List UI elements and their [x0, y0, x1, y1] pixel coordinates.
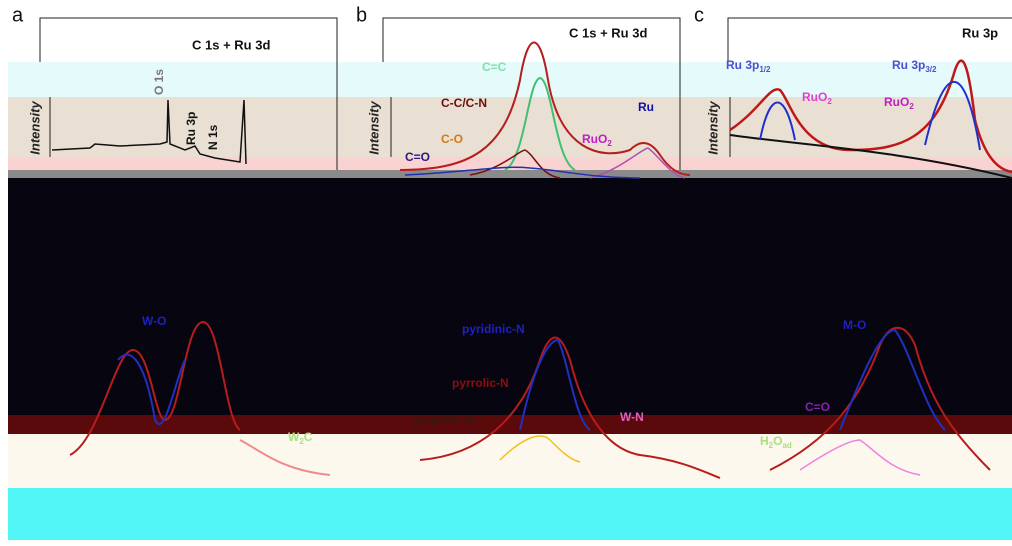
peak-label: C-C/C-N: [441, 96, 487, 110]
peak-label: W-O: [142, 314, 166, 328]
peak-label: Ru 3p3/2: [892, 58, 937, 74]
y-label: Intensity: [705, 101, 720, 155]
frame: [40, 18, 337, 62]
panel-letter: c: [694, 4, 704, 26]
peak-label: C=O: [405, 150, 430, 164]
band: [8, 488, 1012, 540]
peak-label: C-O: [441, 132, 463, 146]
panel-title: C 1s + Ru 3d: [569, 25, 647, 40]
peak-label: C=O: [805, 400, 830, 414]
panel-letter: a: [12, 4, 24, 26]
panel-title: Ru 3p: [962, 25, 998, 40]
band: [8, 97, 1012, 157]
peak-label: pyrrolic-N: [452, 376, 509, 390]
peak-label: Ru 3p1/2: [726, 58, 771, 74]
y-label: Intensity: [27, 101, 42, 155]
figure: a b c C 1s + Ru 3d C 1s + Ru 3d Ru 3p In…: [0, 0, 1012, 546]
peak-label: C=C: [482, 60, 507, 74]
peak-label: N 1s: [206, 124, 220, 150]
peak-label: W-N: [620, 410, 644, 424]
peak-label: Ru 3p: [184, 112, 198, 145]
peak-label: Ru: [638, 100, 654, 114]
band: [8, 434, 1012, 488]
peak-label: pyridinic-N: [462, 322, 525, 336]
peak-label: O 1s: [152, 69, 166, 95]
peak-label: M-O: [843, 318, 866, 332]
panel-letter: b: [356, 4, 367, 26]
peak-label: graphitic-N: [412, 413, 475, 427]
y-label: Intensity: [366, 101, 381, 155]
panel-title: C 1s + Ru 3d: [192, 37, 270, 52]
band: [8, 170, 1012, 178]
